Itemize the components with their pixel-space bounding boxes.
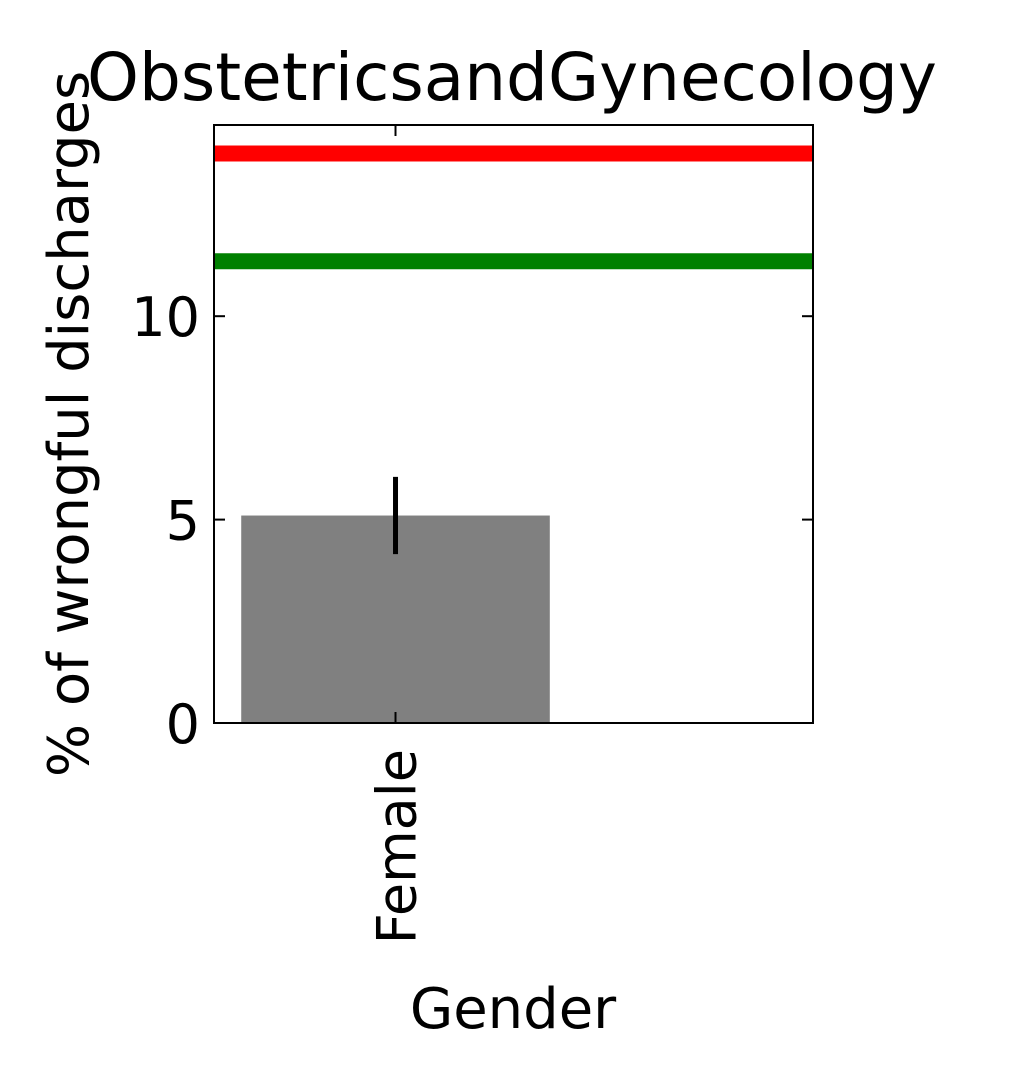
x-axis-label: Gender <box>410 977 617 1042</box>
y-axis-label: % of wrongful discharges <box>37 71 102 777</box>
plot-frame <box>213 124 814 724</box>
axis-ticks: 0 5 10 Female <box>131 125 813 944</box>
y-tick-label-0: 0 <box>166 693 200 756</box>
plot-area <box>214 145 813 723</box>
chart-title: ObstetricsandGynecology <box>87 39 937 116</box>
y-tick-label-10: 10 <box>131 286 200 349</box>
x-tick-label-female: Female <box>366 749 429 944</box>
y-tick-label-5: 5 <box>166 490 200 553</box>
